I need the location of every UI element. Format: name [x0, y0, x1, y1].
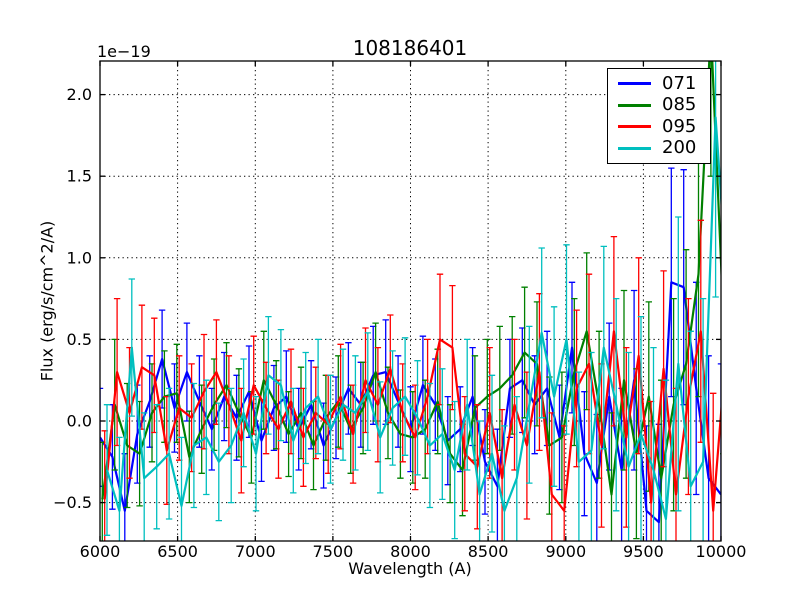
svg-text:1.0: 1.0	[67, 248, 92, 267]
y-axis-offset-label: 1e−19	[97, 42, 151, 61]
legend-line-sample-200	[618, 146, 651, 150]
plot-title: 108186401	[352, 36, 468, 60]
svg-text:7500: 7500	[313, 542, 354, 561]
svg-text:8500: 8500	[468, 542, 509, 561]
svg-text:2.0: 2.0	[67, 85, 92, 104]
svg-text:7000: 7000	[235, 542, 276, 561]
legend: 071 085 095 200	[607, 68, 711, 164]
svg-text:9000: 9000	[545, 542, 586, 561]
y-axis-label: Flux (erg/s/cm^2/A)	[37, 220, 57, 382]
legend-label-071: 071	[662, 72, 697, 94]
x-axis-label: Wavelength (A)	[348, 559, 472, 578]
legend-line-sample-071	[618, 82, 651, 86]
svg-text:9500: 9500	[623, 542, 664, 561]
svg-text:1.5: 1.5	[67, 167, 92, 186]
svg-text:−0.5: −0.5	[53, 493, 92, 512]
legend-item-085: 085	[608, 95, 710, 117]
legend-label-085: 085	[662, 94, 697, 116]
svg-text:8000: 8000	[390, 542, 431, 561]
legend-item-071: 071	[608, 73, 710, 95]
svg-text:6500: 6500	[157, 542, 198, 561]
legend-item-200: 200	[608, 138, 710, 160]
legend-label-095: 095	[662, 115, 697, 137]
svg-text:10000: 10000	[696, 542, 747, 561]
legend-label-200: 200	[662, 137, 697, 159]
legend-line-sample-095	[618, 125, 651, 129]
svg-text:0.5: 0.5	[67, 330, 92, 349]
legend-line-sample-085	[618, 103, 651, 107]
svg-text:0.0: 0.0	[67, 412, 92, 431]
legend-item-095: 095	[608, 116, 710, 138]
svg-text:6000: 6000	[80, 542, 121, 561]
